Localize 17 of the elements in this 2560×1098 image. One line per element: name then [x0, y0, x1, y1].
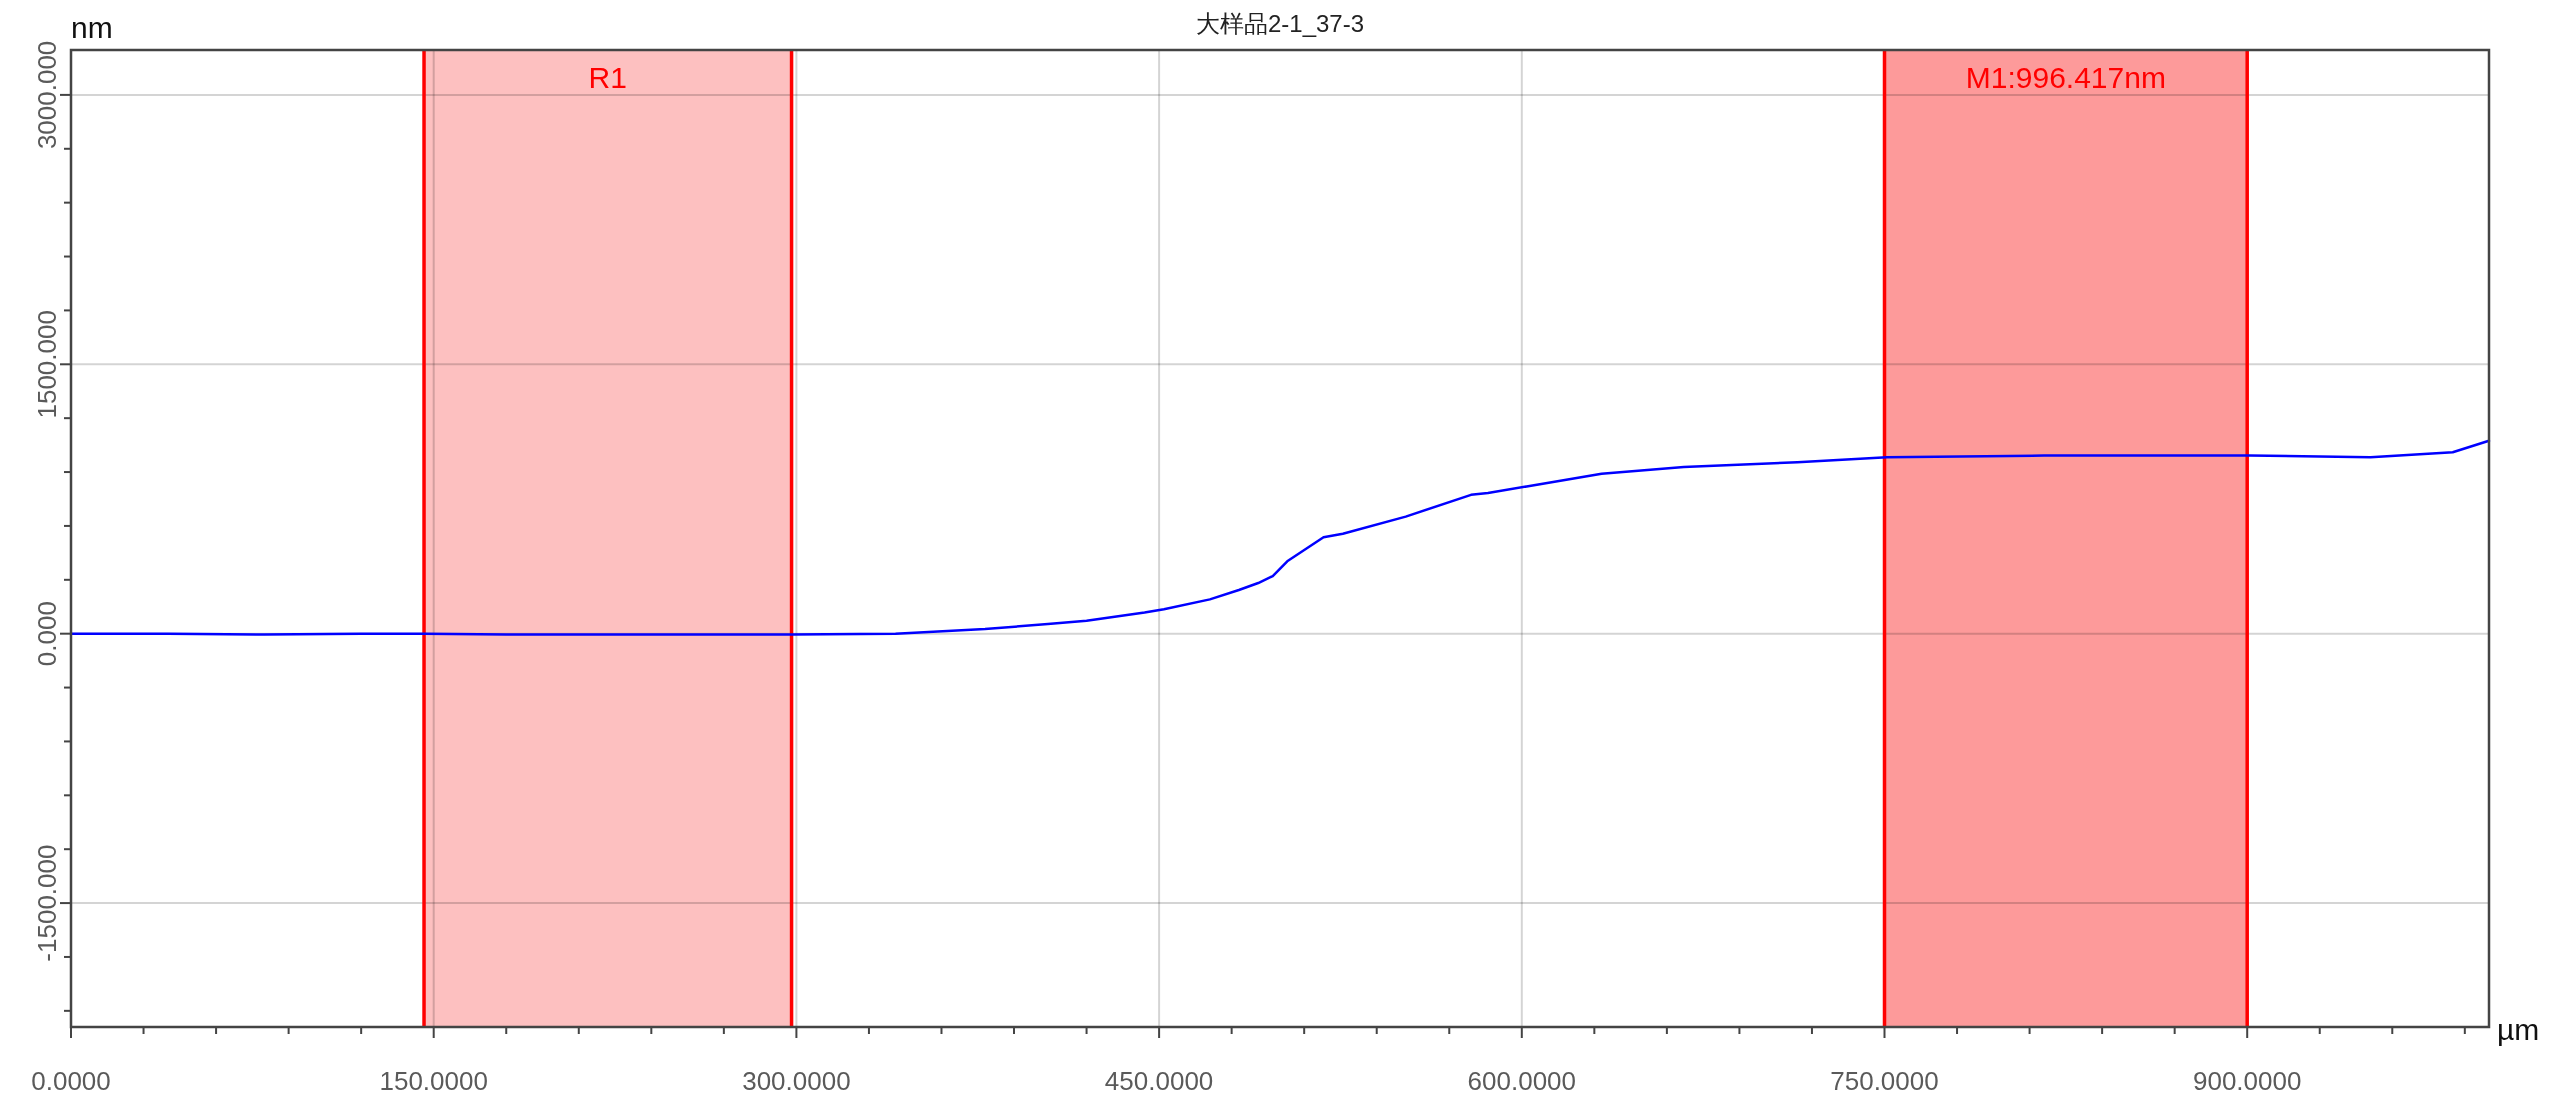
- band-label: M1:996.417nm: [1965, 61, 2166, 94]
- x-tick-label: 600.0000: [1467, 1066, 1577, 1096]
- y-axis-title: nm: [71, 11, 113, 44]
- x-tick-label: 150.0000: [379, 1066, 488, 1096]
- y-tick-label: 0.000: [32, 601, 62, 667]
- x-tick-label: 750.0000: [1830, 1066, 1939, 1096]
- x-tick-label: 300.0000: [742, 1066, 851, 1096]
- y-tick-label: 3000.000: [32, 40, 62, 150]
- chart-title: 大样品2-1_37-3: [1195, 10, 1365, 37]
- y-tick-label: -1500.000: [32, 844, 62, 962]
- line-series: [69, 439, 2491, 636]
- x-axis-title: µm: [2497, 1013, 2540, 1046]
- y-tick-label: 1500.000: [32, 310, 62, 419]
- band-label: R1: [588, 61, 627, 94]
- x-tick-label: 0.0000: [31, 1066, 111, 1096]
- x-tick-label: 450.0000: [1104, 1066, 1214, 1096]
- x-tick-label: 900.0000: [2192, 1066, 2302, 1096]
